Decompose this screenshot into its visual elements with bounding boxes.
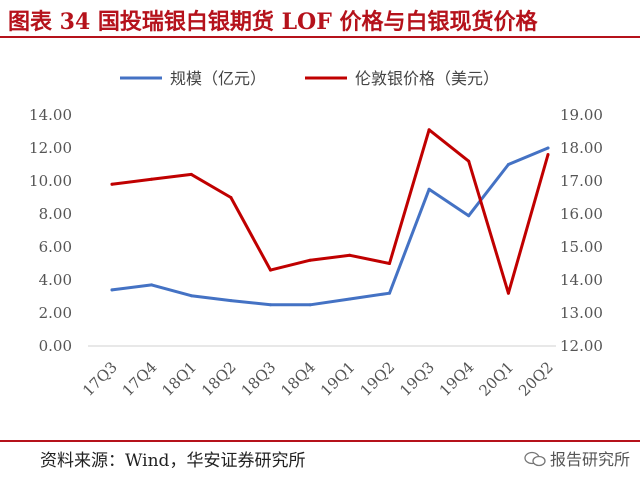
y-left-tick-label: 10.00 bbox=[29, 172, 72, 190]
y-left-tick-label: 14.00 bbox=[29, 106, 72, 124]
silver-price-data-point bbox=[467, 159, 471, 163]
x-tick-label: 18Q4 bbox=[277, 358, 319, 400]
silver-price-data-point bbox=[546, 153, 550, 157]
scale-data-point bbox=[269, 303, 272, 307]
scale-data-point bbox=[388, 291, 391, 295]
y-right-tick-label: 17.00 bbox=[560, 172, 603, 190]
footer-divider bbox=[0, 440, 640, 442]
legend: 规模（亿元） 伦敦银价格（美元） bbox=[120, 69, 499, 88]
scale-data-point bbox=[467, 214, 471, 218]
scale-data-point bbox=[189, 294, 193, 298]
y-left-tick-label: 0.00 bbox=[39, 337, 72, 355]
chart-title: 图表 34 国投瑞银白银期货 LOF 价格与白银现货价格 bbox=[8, 9, 538, 35]
silver-price-series-line bbox=[110, 128, 550, 295]
silver-price-data-point bbox=[506, 291, 510, 295]
y-left-tick-label: 8.00 bbox=[39, 205, 72, 223]
silver-price-data-point bbox=[110, 182, 114, 186]
silver-price-data-point bbox=[308, 258, 312, 262]
scale-data-point bbox=[348, 297, 352, 301]
legend-label-scale: 规模（亿元） bbox=[170, 69, 266, 88]
scale-data-point bbox=[150, 283, 154, 287]
silver-price-data-point bbox=[150, 177, 154, 181]
wechat-icon bbox=[524, 451, 546, 467]
scale-data-point bbox=[110, 288, 114, 292]
legend-label-silver-price: 伦敦银价格（美元） bbox=[355, 69, 499, 88]
scale-series-line bbox=[110, 146, 550, 307]
silver-price-data-point bbox=[189, 172, 193, 176]
y-right-tick-label: 18.00 bbox=[560, 139, 603, 157]
line-chart: 规模（亿元） 伦敦银价格（美元） 0.00 2.00 4.00 6.00 8.00 10.… bbox=[29, 69, 603, 400]
title-divider bbox=[0, 36, 640, 38]
y-right-tick-label: 16.00 bbox=[560, 205, 603, 223]
y-right-tick-label: 15.00 bbox=[560, 238, 603, 256]
scale-data-point bbox=[229, 299, 233, 303]
y-right-tick-label: 13.00 bbox=[560, 304, 603, 322]
source-note: 资料来源：Wind，华安证券研究所 bbox=[40, 451, 306, 471]
x-tick-label: 19Q4 bbox=[436, 358, 478, 400]
x-tick-label: 19Q1 bbox=[317, 358, 359, 400]
y-left-tick-label: 12.00 bbox=[29, 139, 72, 157]
silver-price-data-point bbox=[427, 128, 431, 132]
watermark: 报告研究所 bbox=[524, 446, 630, 470]
x-tick-label: 17Q4 bbox=[119, 358, 161, 400]
x-tick-label: 18Q3 bbox=[238, 358, 280, 400]
watermark-text: 报告研究所 bbox=[549, 450, 630, 469]
scale-data-point bbox=[546, 146, 550, 150]
x-tick-label: 20Q1 bbox=[476, 358, 518, 400]
y-left-tick-label: 4.00 bbox=[39, 271, 72, 289]
silver-price-data-point bbox=[388, 262, 391, 265]
y-right-tick-label: 19.00 bbox=[560, 106, 603, 124]
scale-data-point bbox=[427, 187, 431, 191]
x-tick-label: 19Q2 bbox=[357, 358, 399, 400]
scale-data-point bbox=[506, 163, 510, 166]
y-left-tick-label: 6.00 bbox=[39, 238, 72, 256]
y-right-tick-label: 14.00 bbox=[560, 271, 603, 289]
x-tick-label: 18Q2 bbox=[198, 358, 240, 400]
y-right-tick-label: 12.00 bbox=[560, 337, 603, 355]
y-left-tick-label: 2.00 bbox=[39, 304, 72, 322]
silver-price-data-point bbox=[269, 268, 272, 272]
x-tick-label: 19Q3 bbox=[396, 358, 438, 400]
x-tick-label: 20Q2 bbox=[515, 358, 557, 400]
silver-price-data-point bbox=[348, 253, 352, 257]
silver-price-data-point bbox=[229, 196, 233, 199]
x-tick-label: 17Q3 bbox=[79, 358, 121, 400]
scale-data-point bbox=[308, 303, 312, 307]
x-tick-label: 18Q1 bbox=[158, 358, 200, 400]
